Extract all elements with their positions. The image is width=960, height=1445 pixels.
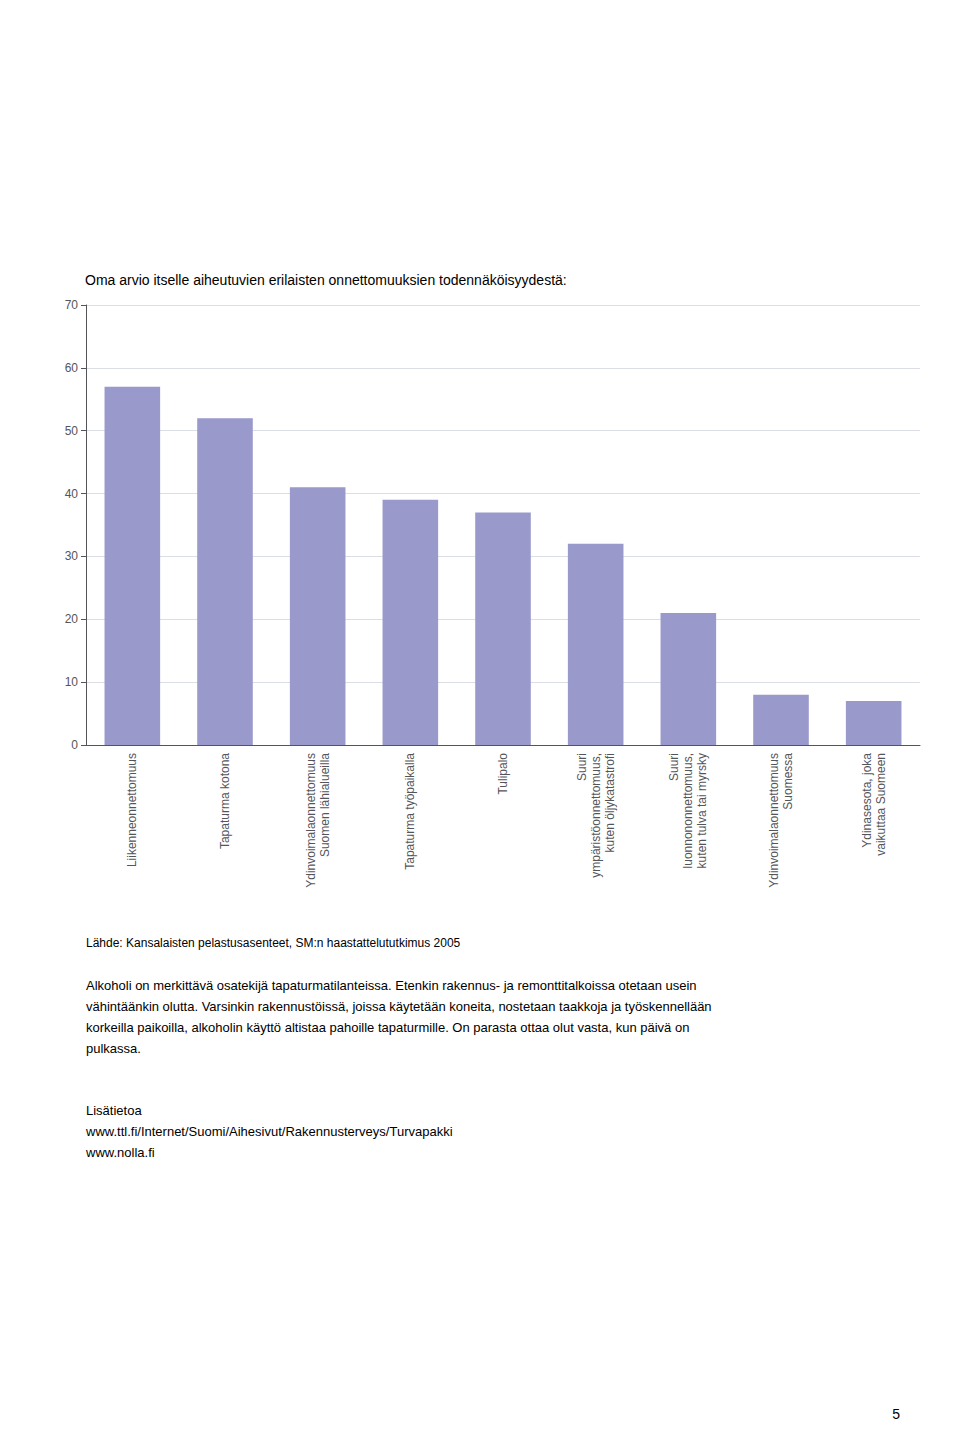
svg-text:Ydinasesota, joka: Ydinasesota, joka [860,753,874,848]
svg-text:5: 5 [892,1406,900,1422]
svg-text:Suomessa: Suomessa [781,753,795,810]
svg-text:30: 30 [65,549,79,563]
svg-text:50: 50 [65,424,79,438]
svg-text:pulkassa.: pulkassa. [86,1041,141,1056]
svg-text:0: 0 [71,738,78,752]
svg-text:10: 10 [65,675,79,689]
svg-text:Tapaturma kotona: Tapaturma kotona [218,753,232,849]
svg-text:20: 20 [65,612,79,626]
svg-text:Tapaturma työpaikalla: Tapaturma työpaikalla [403,753,417,870]
svg-text:Ydinvoimalaonnettomuus: Ydinvoimalaonnettomuus [767,753,781,888]
svg-text:www.nolla.fi: www.nolla.fi [85,1145,155,1160]
svg-text:70: 70 [65,298,79,312]
svg-text:Lähde: Kansalaisten pelastusas: Lähde: Kansalaisten pelastusasenteet, SM… [86,936,461,950]
svg-text:www.ttl.fi/Internet/Suomi/Aihe: www.ttl.fi/Internet/Suomi/Aihesivut/Rake… [85,1124,453,1139]
svg-text:60: 60 [65,361,79,375]
svg-text:Tulipalo: Tulipalo [496,753,510,795]
svg-text:Lisätietoa: Lisätietoa [86,1103,142,1118]
svg-text:korkeilla paikoilla, alkoholin: korkeilla paikoilla, alkoholin käyttö al… [86,1020,689,1035]
svg-text:luonnononnettomuus,: luonnononnettomuus, [681,753,695,868]
svg-text:Alkoholi on merkittävä osateki: Alkoholi on merkittävä osatekijä tapatur… [86,978,697,993]
svg-text:ympäristöonnettomuus,: ympäristöonnettomuus, [589,753,603,878]
svg-text:Suuri: Suuri [667,753,681,781]
svg-text:Liikenneonnettomuus: Liikenneonnettomuus [125,753,139,867]
svg-text:kuten tulva tai myrsky: kuten tulva tai myrsky [695,753,709,868]
svg-text:vähintäänkin olutta. Varsinkin: vähintäänkin olutta. Varsinkin rakennust… [86,999,712,1014]
svg-text:Suomen lähialueilla: Suomen lähialueilla [318,753,332,857]
svg-text:Oma arvio itselle aiheutuvien: Oma arvio itselle aiheutuvien erilaisten… [85,272,567,288]
svg-text:Suuri: Suuri [575,753,589,781]
svg-text:40: 40 [65,487,79,501]
svg-text:vaikuttaa Suomeen: vaikuttaa Suomeen [874,753,888,856]
svg-text:Ydinvoimalaonnettomuus: Ydinvoimalaonnettomuus [304,753,318,888]
svg-text:kuten öljykatastrofi: kuten öljykatastrofi [603,753,617,852]
